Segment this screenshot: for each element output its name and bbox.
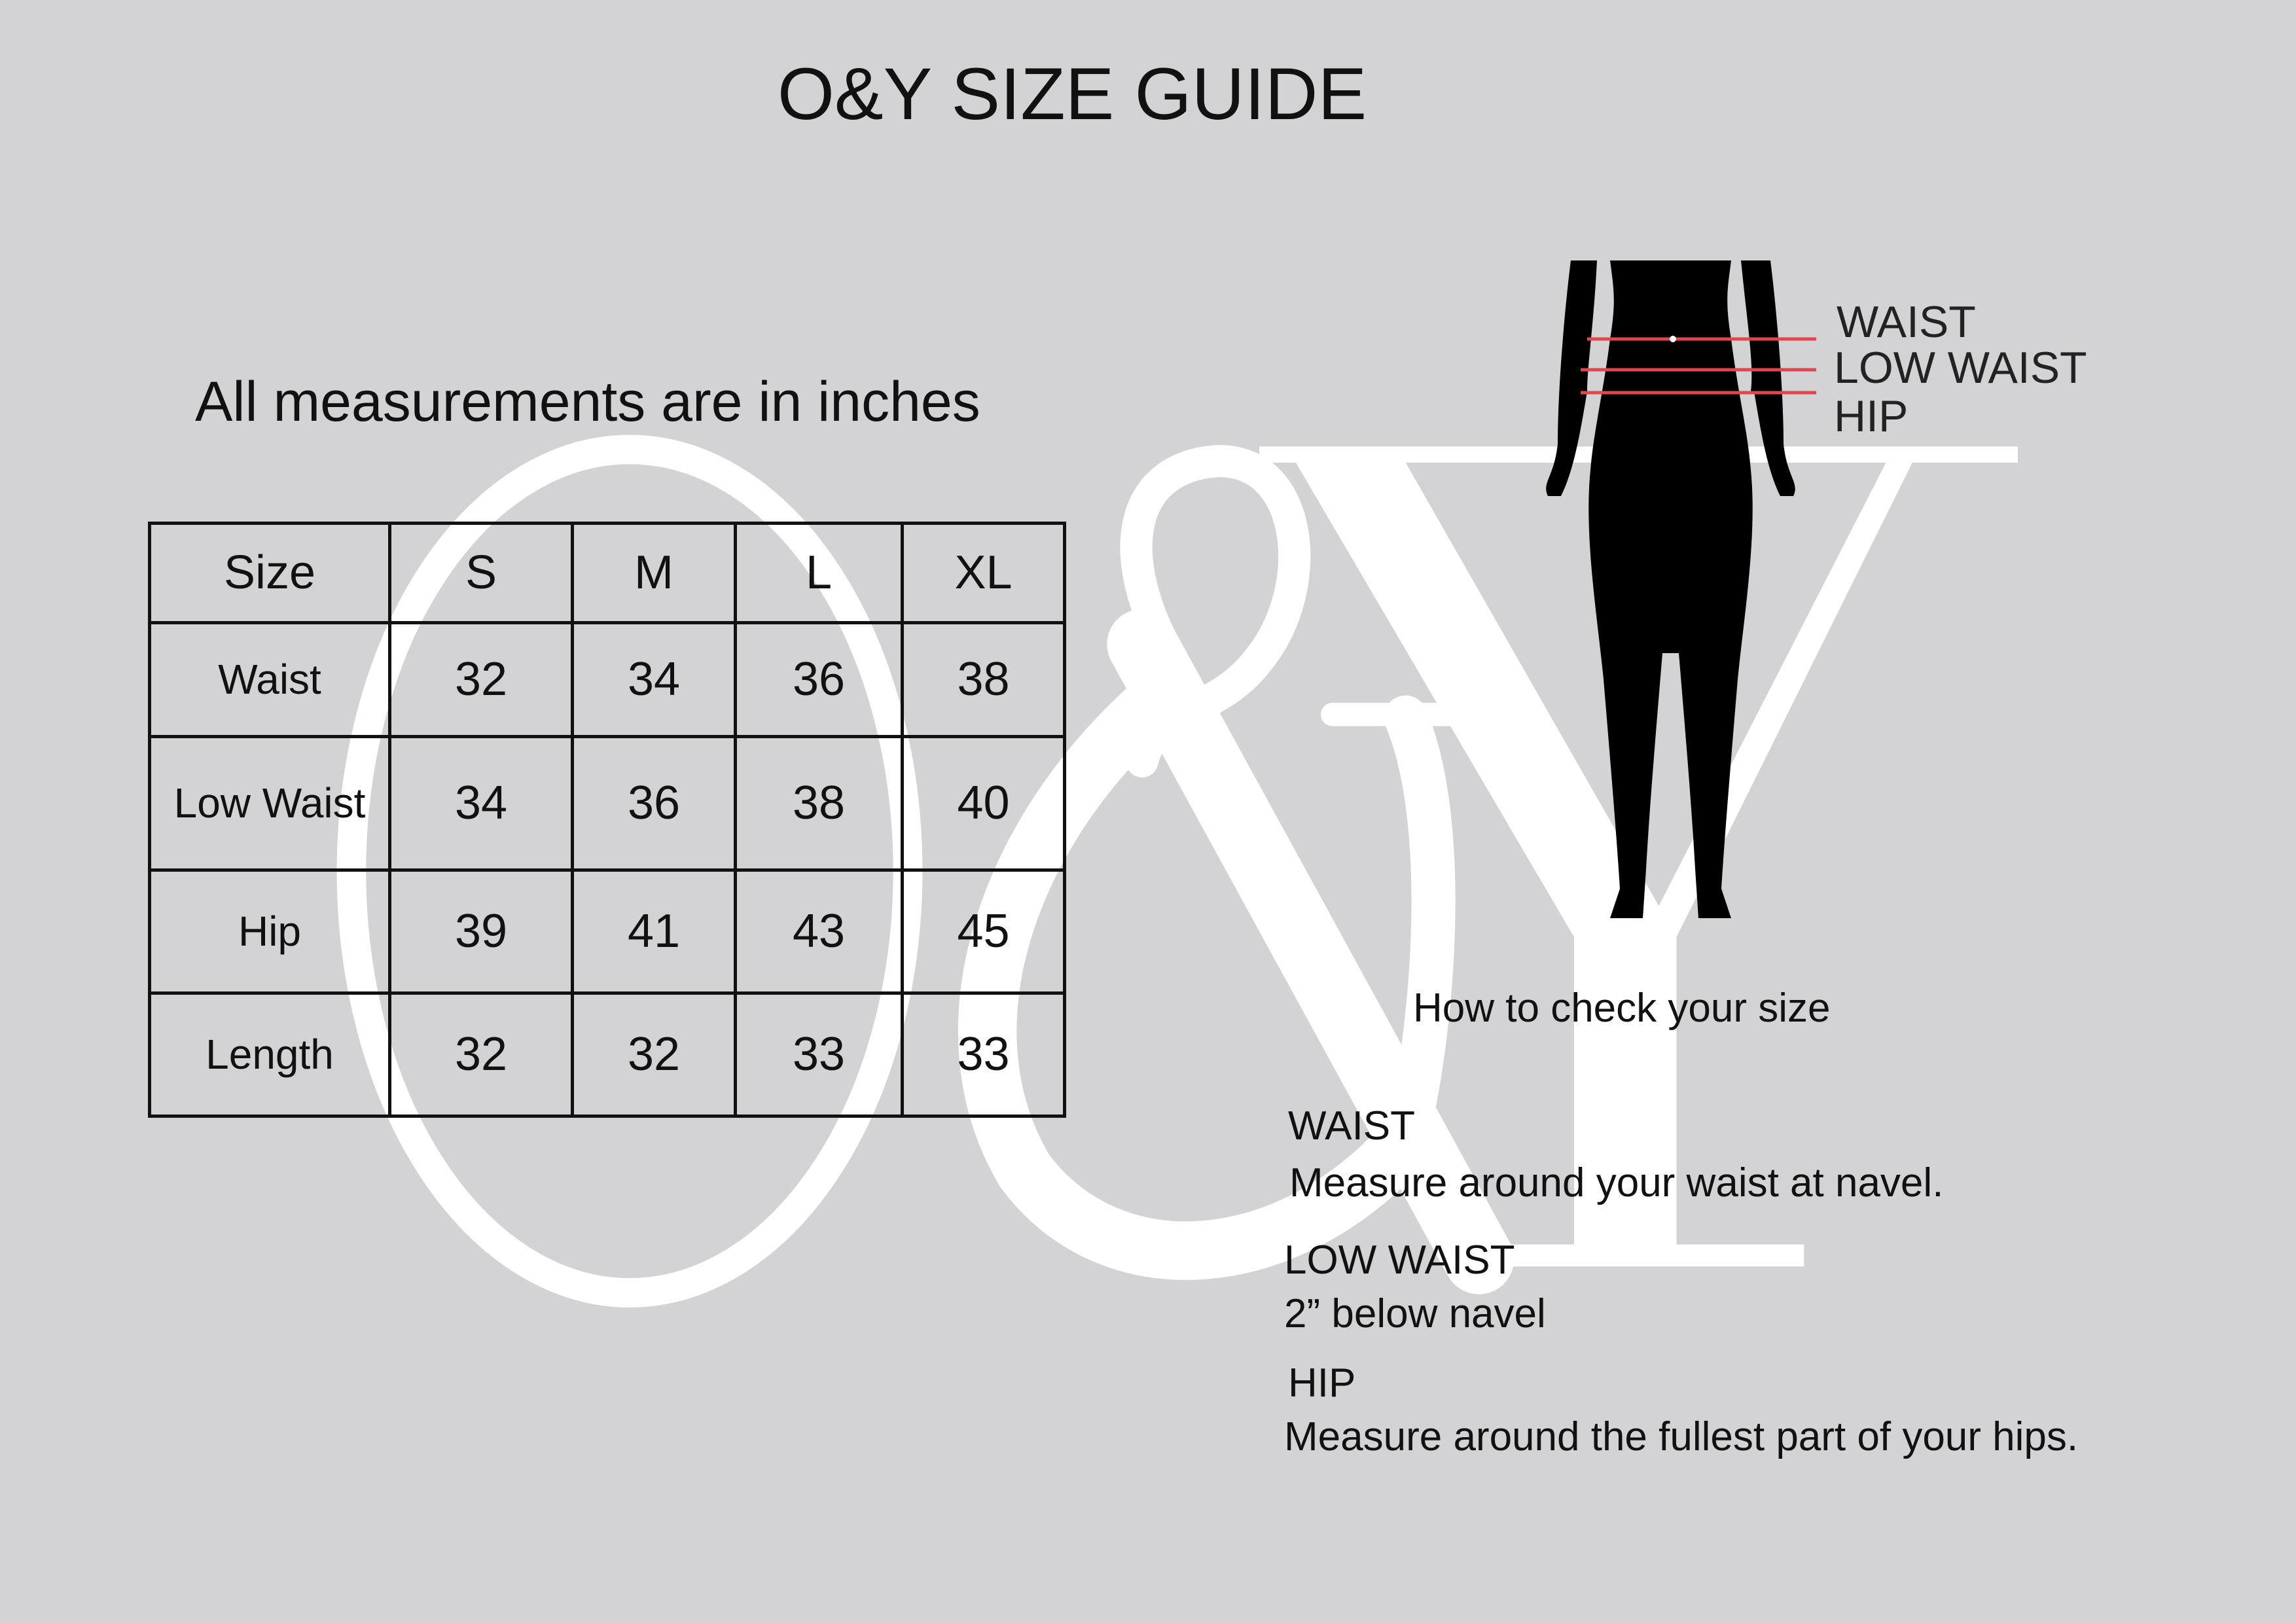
figure-label-low-waist: LOW WAIST [1834, 343, 2087, 393]
table-row: Low Waist 34 36 38 40 [148, 735, 1066, 872]
silhouette [1546, 260, 1795, 918]
cell: 32 [388, 991, 574, 1118]
howto-term-waist: WAIST [1288, 1103, 1416, 1149]
cell: 34 [388, 735, 574, 872]
cell: 33 [901, 991, 1066, 1118]
navel-dot [1670, 336, 1676, 342]
units-note: All measurements are in inches [195, 370, 980, 433]
page-title: O&Y SIZE GUIDE [777, 53, 1367, 135]
header-xl: XL [901, 522, 1066, 624]
header-size: Size [148, 522, 391, 624]
cell: 41 [571, 868, 737, 995]
cell: 32 [388, 621, 574, 738]
cell: 38 [734, 735, 904, 872]
table-row: Waist 32 34 36 38 [148, 621, 1066, 738]
figure-label-waist: WAIST [1837, 297, 1976, 347]
body-silhouette-figure [1546, 260, 1816, 918]
figure-label-hip: HIP [1834, 391, 1909, 441]
howto-term-hip: HIP [1288, 1361, 1356, 1406]
table-row: Hip 39 41 43 45 [148, 868, 1066, 995]
row-label: Low Waist [148, 735, 391, 872]
cell: 33 [734, 991, 904, 1118]
cell: 38 [901, 621, 1066, 738]
cell: 39 [388, 868, 574, 995]
cell: 34 [571, 621, 737, 738]
size-table: Size S M L XL Waist 32 34 36 38 Low Wais… [148, 522, 1066, 1118]
cell: 36 [571, 735, 737, 872]
howto-desc-hip: Measure around the fullest part of your … [1284, 1414, 2079, 1459]
cell: 43 [734, 868, 904, 995]
cell: 32 [571, 991, 737, 1118]
table-header-row: Size S M L XL [148, 522, 1066, 624]
cell: 36 [734, 621, 904, 738]
howto-heading: How to check your size [1413, 986, 1831, 1031]
cell: 40 [901, 735, 1066, 872]
howto-desc-low-waist: 2” below navel [1284, 1291, 1546, 1336]
header-l: L [734, 522, 904, 624]
row-label: Hip [148, 868, 391, 995]
howto-term-low-waist: LOW WAIST [1284, 1238, 1515, 1283]
howto-desc-waist: Measure around your waist at navel. [1289, 1160, 1944, 1205]
cell: 45 [901, 868, 1066, 995]
header-m: M [571, 522, 737, 624]
row-label: Length [148, 991, 391, 1118]
table-row: Length 32 32 33 33 [148, 991, 1066, 1118]
row-label: Waist [148, 621, 391, 738]
header-s: S [388, 522, 574, 624]
